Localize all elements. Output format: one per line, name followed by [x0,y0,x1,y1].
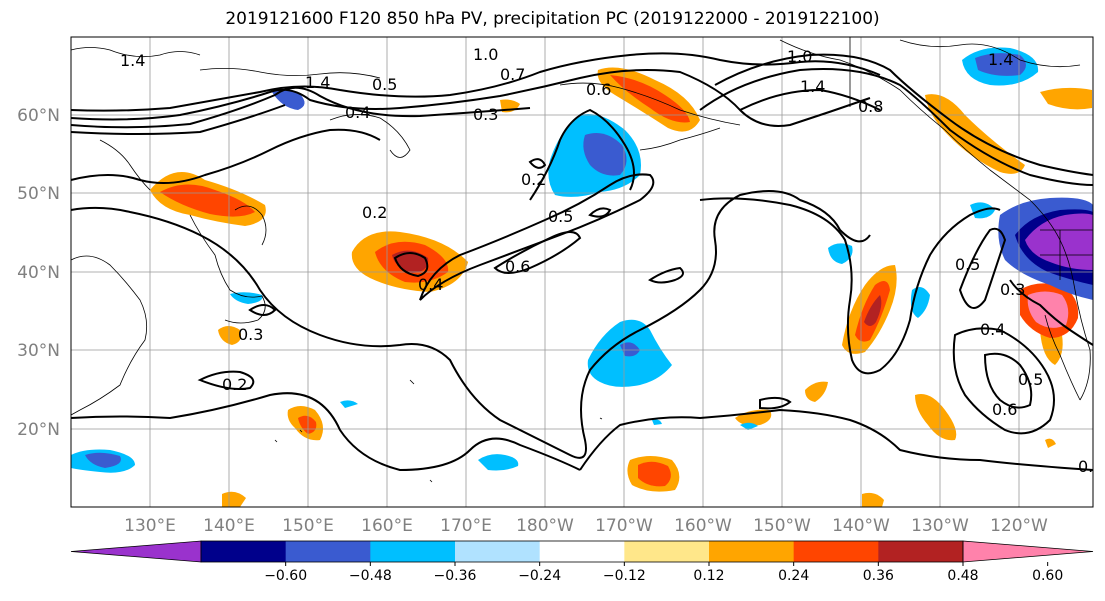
colorbar-outline [200,540,964,563]
colorbar-tick-label: 0.12 [693,568,724,584]
lat-label: 60°N [17,106,60,126]
contour-label: 0.3 [238,325,263,344]
colorbar-tick-label: 0.48 [947,568,978,584]
colorbar-segment [709,541,795,562]
colorbar-segment [878,541,964,562]
colorbar-tick-label: −0.48 [349,568,392,584]
lon-label: 150°E [282,516,334,536]
lon-label: 170°E [440,516,492,536]
lat-label: 50°N [17,184,60,204]
lon-label: 150°W [753,516,811,536]
lon-label: 160°W [674,516,732,536]
contour-label: 0.4 [418,275,443,294]
contour-label: 0.4 [980,320,1005,339]
colorbar-segment [201,541,287,562]
contour-label: 0.3 [473,105,498,124]
lon-label: 160°E [361,516,413,536]
contour-label: 1.4 [120,51,145,70]
contour-label: 0.5 [548,207,573,226]
contour-label: 1.4 [988,50,1013,69]
contour-label: 0.6 [586,80,611,99]
contour-label: 0.5 [1018,370,1043,389]
lon-label: 130°W [911,516,969,536]
contour-label: 0.2 [521,170,546,189]
colorbar-tick-label: −0.36 [434,568,477,584]
contour-label: 1.0 [787,47,812,66]
lon-label: 130°E [124,516,176,536]
lat-label: 40°N [17,263,60,283]
colorbar-tick-label: 0.36 [863,568,894,584]
graticule [71,37,1093,507]
lon-label: 120°W [990,516,1048,536]
contour-label: 0.8 [858,97,883,116]
colorbar-segment [539,541,625,562]
contour-label: 1.4 [305,73,330,92]
colorbar-tick-label: 0.60 [1032,568,1063,584]
colorbar-tick-label: −0.60 [264,568,307,584]
lon-label: 180°W [516,516,574,536]
colorbar-segment [455,541,541,562]
lat-label: 30°N [17,341,60,361]
colorbar-tick-label: −0.12 [603,568,646,584]
colorbar-segment [370,541,456,562]
colorbar: −0.60 −0.48 −0.36 −0.24 −0.12 0.12 0.24 0.36 0.4… [70,540,1094,584]
lat-label: 20°N [17,420,60,440]
colorbar-extend-high [962,540,1094,563]
contour-label: 0.5 [955,255,980,274]
contour-label: 0.7 [500,65,525,84]
contour-label: 0.2 [222,375,247,394]
contour-label: 1.0 [473,45,498,64]
contour-label: 0.3 [1000,280,1025,299]
contour-label: 1.4 [800,77,825,96]
contour-label: 0.2 [362,203,387,222]
contour-label: 0.6 [992,400,1017,419]
lon-axis: 130°E 140°E 150°E 160°E 170°E 180°W 170°… [124,516,1048,536]
contour-labels: 1.4 1.4 1.0 1.0 1.4 0.7 0.6 0.8 0.5 0.3 … [120,45,1093,476]
contour-label: 0. [1078,457,1093,476]
contour-label: 0.5 [372,75,397,94]
coastlines [70,37,1093,483]
lon-label: 140°W [832,516,890,536]
map-title: 2019121600 F120 850 hPa PV, precipitatio… [225,9,880,29]
contour-label: 0.4 [345,103,370,122]
lon-label: 170°W [595,516,653,536]
colorbar-segment [793,541,879,562]
colorbar-segment [624,541,710,562]
pv-contours [70,52,1094,472]
colorbar-tick-label: 0.24 [778,568,809,584]
lat-axis: 60°N 50°N 40°N 30°N 20°N [17,106,60,440]
colorbar-extend-low [70,540,202,563]
lon-label: 140°E [203,516,255,536]
colorbar-segment [285,541,371,562]
colorbar-tick-label: −0.24 [518,568,561,584]
map-panel: 1.4 1.4 1.0 1.0 1.4 0.7 0.6 0.8 0.5 0.3 … [70,36,1094,508]
contour-label: 0.6 [505,257,530,276]
